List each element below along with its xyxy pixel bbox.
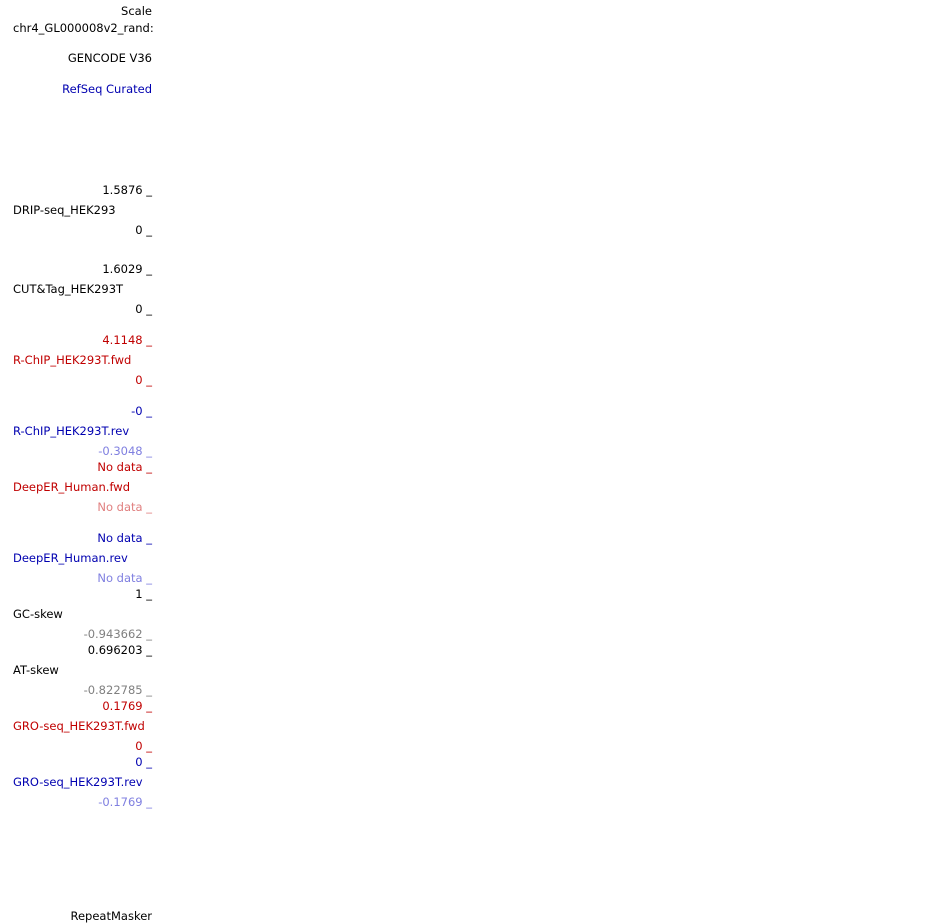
track-repeatmasker-label[interactable]: RepeatMasker (70, 909, 153, 923)
cuttag-min-value: 0 _ (135, 302, 152, 316)
track-deeper-fwd-label[interactable]: DeepER_Human.fwd (13, 480, 130, 494)
gro-rev-min-value: -0.1769 _ (98, 795, 152, 809)
rchip-rev-min-value: -0.3048 _ (98, 444, 152, 458)
track-gc-skew-label[interactable]: GC-skew (13, 607, 63, 621)
track-rchip-rev-label[interactable]: R-ChIP_HEK293T.rev (13, 424, 130, 438)
gro-fwd-max-value: 0.1769 _ (102, 699, 152, 713)
drip-max-value: 1.5876 _ (102, 183, 152, 197)
scale-label: Scale (121, 4, 152, 18)
gro-rev-max-value: 0 _ (135, 755, 152, 769)
deeper-rev-max-value: No data _ (97, 531, 152, 545)
track-gro-fwd-label[interactable]: GRO-seq_HEK293T.fwd (13, 719, 145, 733)
chromosome-label: chr4_GL000008v2_rand: (13, 21, 154, 35)
track-gro-rev-label[interactable]: GRO-seq_HEK293T.rev (13, 775, 143, 789)
gro-fwd-min-value: 0 _ (135, 739, 152, 753)
track-refseq-label[interactable]: RefSeq Curated (62, 82, 152, 96)
track-drip-label[interactable]: DRIP-seq_HEK293 (13, 203, 116, 217)
gc-skew-min-value: -0.943662 _ (83, 627, 152, 641)
at-skew-min-value: -0.822785 _ (83, 683, 152, 697)
rchip-rev-max-value: -0 _ (131, 404, 152, 418)
at-skew-max-value: 0.696203 _ (87, 643, 152, 657)
track-rchip-fwd-label[interactable]: R-ChIP_HEK293T.fwd (13, 353, 132, 367)
deeper-rev-min-value: No data _ (97, 571, 152, 585)
deeper-fwd-min-value: No data _ (97, 500, 152, 514)
cuttag-max-value: 1.6029 _ (102, 262, 152, 276)
rchip-fwd-max-value: 4.1148 _ (102, 333, 152, 347)
gc-skew-max-value: 1 _ (135, 587, 152, 601)
rchip-fwd-min-value: 0 _ (135, 373, 152, 387)
track-cuttag-label[interactable]: CUT&Tag_HEK293T (13, 282, 124, 296)
deeper-fwd-max-value: No data _ (97, 460, 152, 474)
track-at-skew-label[interactable]: AT-skew (13, 663, 59, 677)
drip-min-value: 0 _ (135, 223, 152, 237)
track-gencode-label[interactable]: GENCODE V36 (67, 51, 152, 65)
track-deeper-rev-label[interactable]: DeepER_Human.rev (13, 551, 128, 565)
